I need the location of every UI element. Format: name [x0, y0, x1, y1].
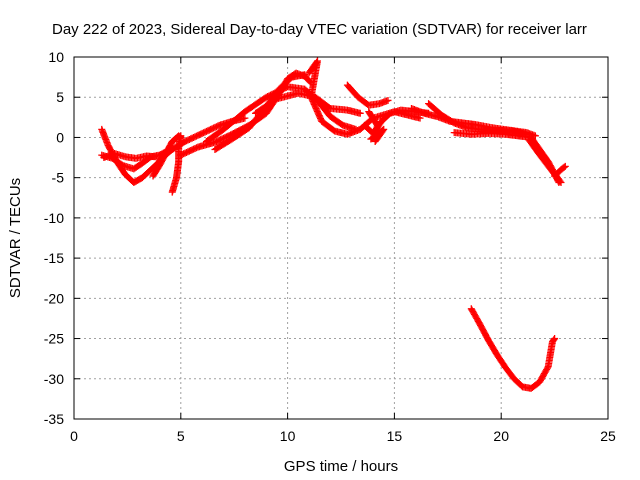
- x-tick-label: 15: [387, 428, 403, 444]
- grid-lines: [74, 57, 608, 419]
- data-series: [98, 57, 569, 392]
- y-tick-label: 5: [56, 89, 64, 105]
- data-point: [301, 71, 309, 79]
- y-tick-label: -35: [44, 411, 64, 427]
- y-axis-label: SDTVAR / TECUs: [7, 178, 24, 298]
- x-tick-label: 10: [280, 428, 296, 444]
- data-point: [384, 96, 392, 104]
- series-track-14: [365, 108, 388, 145]
- series-track-20: [467, 305, 559, 392]
- y-tick-label: 10: [48, 49, 64, 65]
- data-point: [550, 336, 558, 344]
- y-tick-label: -5: [52, 170, 65, 186]
- data-point: [177, 132, 185, 140]
- data-point: [561, 162, 569, 170]
- data-point: [551, 335, 559, 343]
- y-tick-label: -25: [44, 331, 64, 347]
- y-tick-label: -20: [44, 290, 64, 306]
- data-point: [151, 153, 159, 161]
- data-point: [554, 177, 562, 185]
- series-track-19: [551, 162, 569, 180]
- series-track-18: [525, 136, 563, 186]
- y-tick-label: -15: [44, 250, 64, 266]
- series-track-3: [100, 150, 159, 162]
- x-tick-label: 0: [70, 428, 78, 444]
- x-tick-label: 25: [600, 428, 616, 444]
- y-tick-label: -10: [44, 210, 64, 226]
- series-track-6: [155, 114, 249, 164]
- data-point: [367, 135, 375, 143]
- series-track-12: [343, 81, 392, 109]
- series-track-5: [168, 132, 185, 196]
- axis-ticks: 0 5 10 15 20 25 -35 -30 -25 -20 -15 -10 -5 0 5 10: [44, 49, 616, 444]
- data-point: [416, 114, 424, 122]
- data-point: [560, 163, 568, 171]
- x-tick-label: 20: [493, 428, 509, 444]
- x-tick-label: 5: [177, 428, 185, 444]
- data-point: [241, 114, 249, 122]
- data-point: [368, 134, 376, 142]
- x-axis-label: GPS time / hours: [284, 458, 398, 475]
- chart-title: Day 222 of 2023, Sidereal Day-to-day VTE…: [52, 21, 587, 38]
- y-tick-label: -30: [44, 371, 64, 387]
- series-track-17: [450, 129, 565, 186]
- y-tick-label: 0: [56, 129, 64, 145]
- plot-frame: [73, 56, 609, 420]
- data-point: [356, 109, 364, 117]
- data-point: [555, 178, 563, 186]
